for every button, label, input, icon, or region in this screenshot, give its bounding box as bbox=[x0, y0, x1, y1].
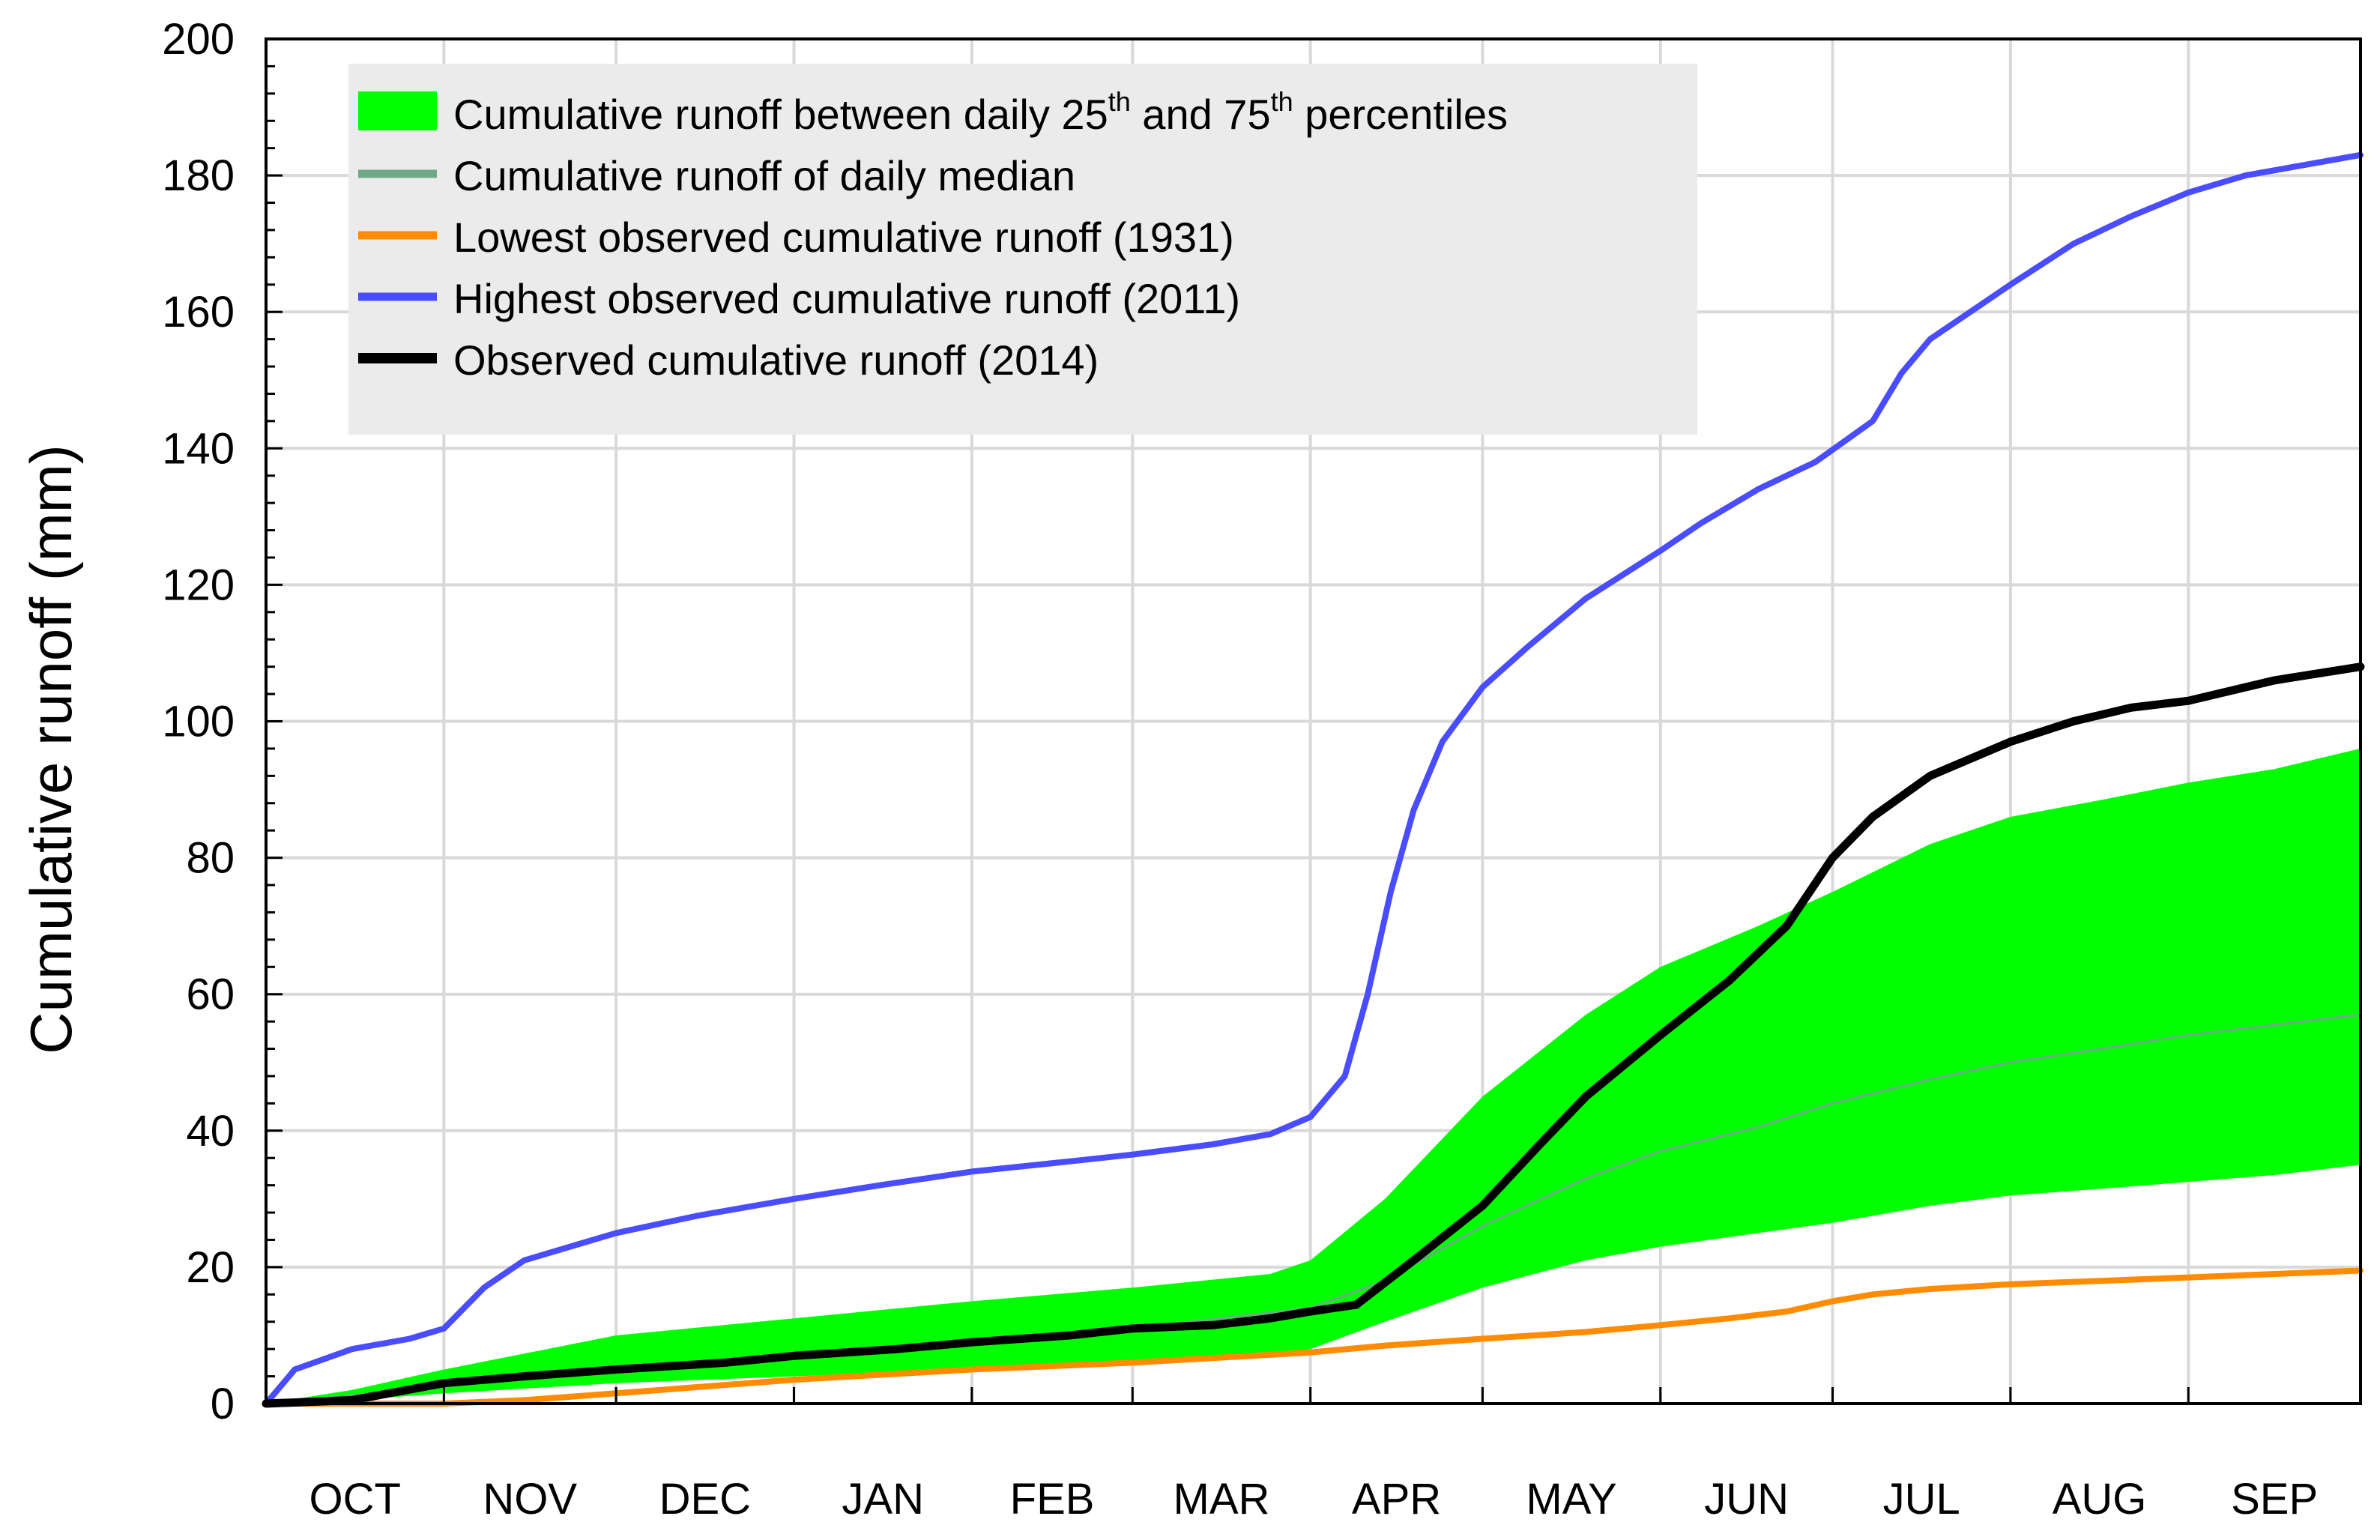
legend-label-percentile-mid: and 75 bbox=[1131, 91, 1271, 138]
legend: Cumulative runoff between daily 25th and… bbox=[348, 64, 1697, 435]
legend-label-observed-2014: Observed cumulative runoff (2014) bbox=[453, 336, 1099, 384]
legend-label-median: Cumulative runoff of daily median bbox=[453, 152, 1075, 199]
series-percentile-band bbox=[266, 748, 2361, 1404]
x-month-label: DEC bbox=[659, 1475, 751, 1524]
x-month-label: OCT bbox=[309, 1475, 400, 1524]
series-line-highest-observed-cumulative-runoff-2011 bbox=[263, 151, 2364, 1407]
y-axis-title: Cumulative runoff (mm) bbox=[18, 444, 84, 1054]
legend-label-percentile-sup1: th bbox=[1108, 86, 1131, 117]
y-tick-label: 120 bbox=[162, 561, 235, 609]
plot-frame-layer bbox=[265, 37, 2362, 1405]
tick-label-layer: 0 20 40 60 80 100 120 140 160 180 200 OCT NOV DEC JAN F… bbox=[162, 15, 2318, 1524]
x-month-label: AUG bbox=[2053, 1475, 2147, 1524]
legend-swatch-percentile-band bbox=[358, 91, 437, 130]
series-line-layer bbox=[262, 151, 2365, 1408]
legend-label-percentile-band: Cumulative runoff between daily 25th and… bbox=[453, 86, 1508, 138]
legend-label-percentile-pre: Cumulative runoff between daily 25 bbox=[453, 91, 1108, 138]
x-month-label: MAR bbox=[1174, 1475, 1270, 1524]
y-tick-label: 100 bbox=[162, 698, 235, 746]
legend-label-percentile-post: percentiles bbox=[1293, 91, 1508, 138]
y-tick-label: 40 bbox=[186, 1107, 235, 1156]
x-month-label: NOV bbox=[483, 1475, 577, 1524]
y-tick-label: 140 bbox=[162, 424, 235, 473]
legend-label-highest-2011: Highest observed cumulative runoff (2011… bbox=[453, 275, 1240, 322]
x-month-label: SEP bbox=[2231, 1475, 2318, 1524]
series-line-observed-cumulative-runoff-2014 bbox=[262, 662, 2365, 1408]
x-month-label: APR bbox=[1352, 1475, 1441, 1524]
x-month-label: FEB bbox=[1010, 1475, 1095, 1524]
x-month-label: JUL bbox=[1883, 1475, 1960, 1524]
x-month-label: MAY bbox=[1526, 1475, 1616, 1524]
y-tick-label: 0 bbox=[211, 1380, 235, 1428]
y-tick-label: 60 bbox=[186, 970, 235, 1019]
legend-box bbox=[348, 64, 1697, 435]
y-tick-label: 20 bbox=[186, 1243, 235, 1292]
y-tick-label: 180 bbox=[162, 151, 235, 200]
y-tick-label: 80 bbox=[186, 834, 235, 883]
x-month-label: JAN bbox=[842, 1475, 924, 1524]
y-tick-label: 160 bbox=[162, 288, 235, 336]
y-tick-label: 200 bbox=[162, 15, 235, 64]
plot-frame bbox=[265, 37, 2362, 1405]
x-month-label: JUN bbox=[1704, 1475, 1789, 1524]
percentile-band-layer bbox=[266, 748, 2361, 1404]
legend-label-percentile-sup2: th bbox=[1271, 86, 1293, 117]
legend-label-lowest-1931: Lowest observed cumulative runoff (1931) bbox=[453, 214, 1234, 261]
series-line-lowest-observed-cumulative-runoff-1931 bbox=[263, 1267, 2364, 1407]
